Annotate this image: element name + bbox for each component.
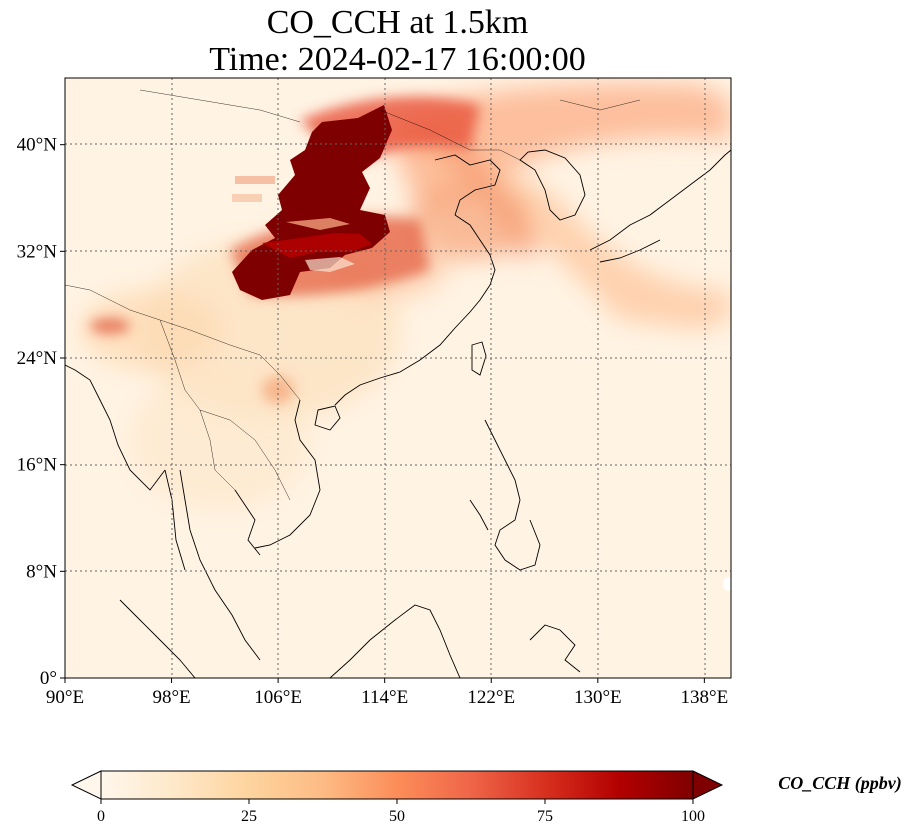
y-tick-label: 32°N <box>17 241 58 262</box>
x-axis-ticks: 90°E 98°E 106°E 114°E 122°E 130°E 138°E <box>46 678 728 708</box>
y-tick-label: 0° <box>40 668 57 689</box>
x-tick-label: 98°E <box>152 687 190 708</box>
colorbar-ticks: 0 25 50 75 100 <box>97 799 705 825</box>
colorbar-tick-label: 50 <box>389 808 405 825</box>
colorbar-tick-label: 0 <box>97 808 105 825</box>
colorbar-tick-label: 25 <box>241 808 257 825</box>
y-tick-label: 24°N <box>17 348 58 369</box>
x-tick-label: 130°E <box>574 687 622 708</box>
country-borders <box>65 89 641 501</box>
gridlines <box>65 78 731 678</box>
y-tick-label: 16°N <box>17 455 58 476</box>
colorbar: 0 25 50 75 100 CO_CCH (ppbv) <box>70 770 902 825</box>
y-tick-label: 40°N <box>17 135 58 156</box>
colorbar-extend-max <box>692 770 724 800</box>
x-tick-label: 106°E <box>254 687 302 708</box>
map-frame <box>64 77 732 679</box>
y-tick-label: 8°N <box>26 561 57 582</box>
x-tick-label: 122°E <box>467 687 515 708</box>
colorbar-tick-label: 100 <box>681 808 705 825</box>
colorbar-tick-label: 75 <box>537 808 553 825</box>
y-axis-ticks: 0° 8°N 16°N 24°N 32°N 40°N <box>17 135 65 689</box>
concentration-field <box>65 78 731 678</box>
colorbar-gradient <box>101 771 693 799</box>
colorbar-label: CO_CCH (ppbv) <box>778 773 902 794</box>
x-tick-label: 90°E <box>46 687 84 708</box>
map-subtitle-time: Time: 2024-02-17 16:00:00 <box>209 41 586 78</box>
colorbar-extend-min <box>70 770 102 800</box>
x-tick-label: 138°E <box>681 687 729 708</box>
ocean-spot <box>723 577 731 591</box>
x-tick-label: 114°E <box>361 687 408 708</box>
map-title: CO_CCH at 1.5km <box>266 4 529 41</box>
coastlines <box>65 149 731 678</box>
